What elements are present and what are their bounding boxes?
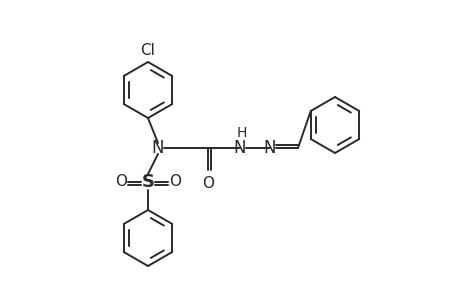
- Text: H: H: [236, 126, 246, 140]
- Text: Cl: Cl: [140, 43, 155, 58]
- Text: N: N: [151, 139, 164, 157]
- Text: O: O: [115, 175, 127, 190]
- Text: O: O: [168, 175, 180, 190]
- Text: S: S: [141, 173, 154, 191]
- Text: O: O: [202, 176, 213, 191]
- Text: N: N: [233, 139, 246, 157]
- Text: N: N: [263, 139, 276, 157]
